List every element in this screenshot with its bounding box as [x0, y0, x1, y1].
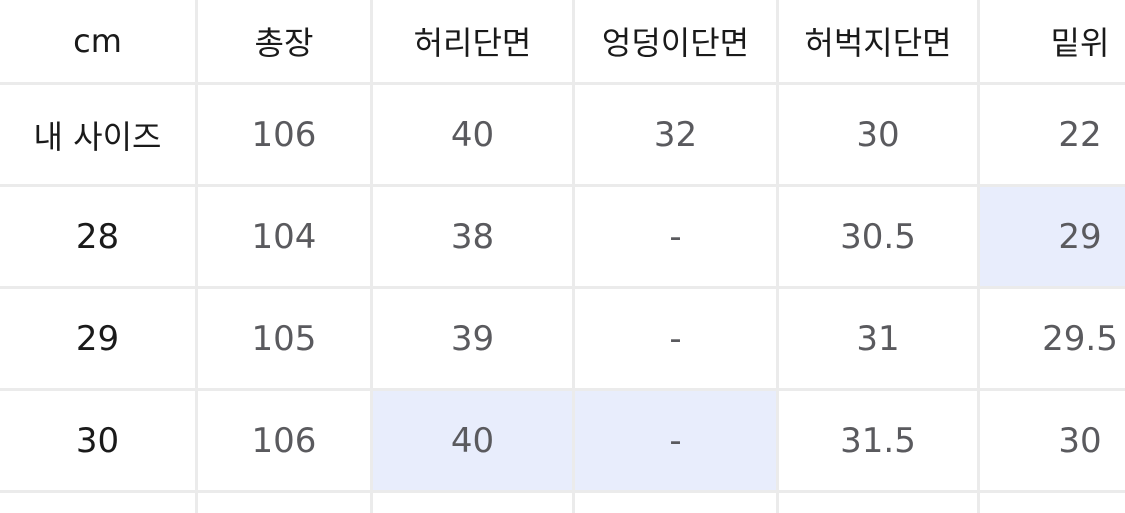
row-label: 28 [0, 187, 195, 286]
table-cell: 40 [373, 391, 572, 490]
row-label: 30 [0, 391, 195, 490]
column-header: 허벅지단면 [779, 0, 977, 82]
table-cell: 38 [373, 187, 572, 286]
table-cell: 40 [373, 85, 572, 184]
row-label: 내 사이즈 [0, 85, 195, 184]
column-header: cm [0, 0, 195, 82]
table-cell: 30 [779, 85, 977, 184]
table-cell: - [575, 289, 776, 388]
table-cell: 106 [198, 391, 370, 490]
table-cell: 29.5 [980, 289, 1125, 388]
table-cell: 22 [980, 85, 1125, 184]
table-cell: 29 [980, 187, 1125, 286]
table-cell-partial [575, 493, 776, 513]
column-header: 총장 [198, 0, 370, 82]
table-cell: 31 [779, 289, 977, 388]
column-header: 엉덩이단면 [575, 0, 776, 82]
table-cell: - [575, 391, 776, 490]
table-cell-partial [373, 493, 572, 513]
table-cell-partial [0, 493, 195, 513]
table-cell-partial [779, 493, 977, 513]
table-cell: 105 [198, 289, 370, 388]
table-cell-partial [198, 493, 370, 513]
table-cell: 30.5 [779, 187, 977, 286]
column-header: 허리단면 [373, 0, 572, 82]
row-label: 29 [0, 289, 195, 388]
column-header: 밑위 [980, 0, 1125, 82]
table-cell: - [575, 187, 776, 286]
table-cell: 104 [198, 187, 370, 286]
table-cell: 32 [575, 85, 776, 184]
table-cell: 106 [198, 85, 370, 184]
table-cell: 30 [980, 391, 1125, 490]
table-cell-partial [980, 493, 1125, 513]
table-cell: 39 [373, 289, 572, 388]
table-cell: 31.5 [779, 391, 977, 490]
